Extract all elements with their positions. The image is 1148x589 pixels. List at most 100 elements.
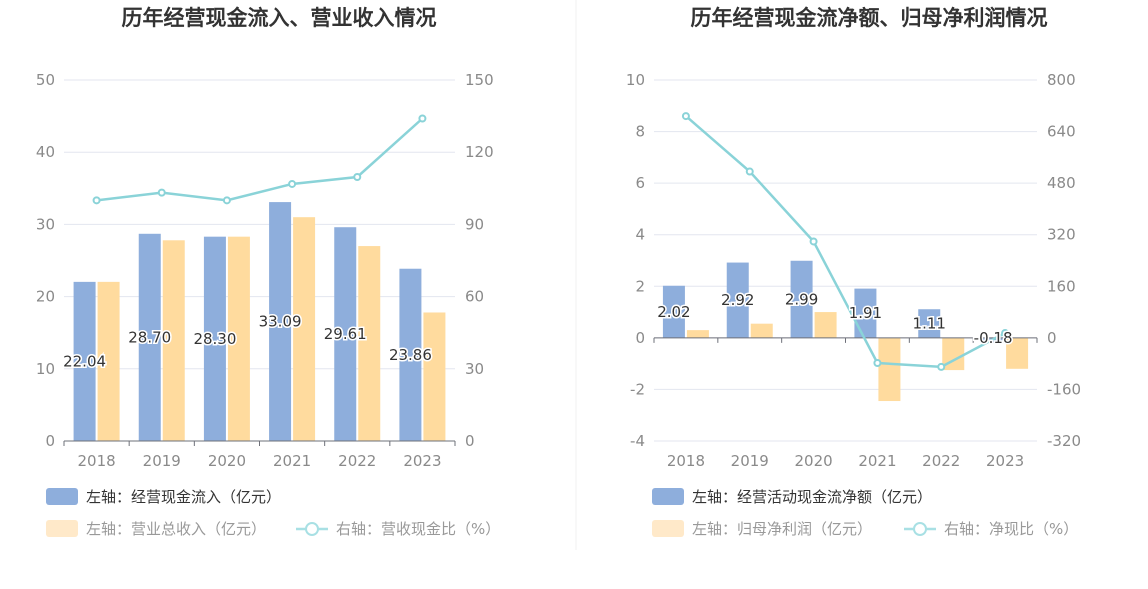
secondary-bar (1006, 337, 1029, 369)
left-axis-tick-label: 20 (36, 288, 55, 306)
right-axis-tick-label: 160 (1047, 277, 1076, 295)
legend-label-primary: 左轴：经营现金流入（亿元） (86, 488, 281, 506)
right-axis-tick-label: 0 (1047, 329, 1057, 347)
legend-swatch-primary (46, 488, 78, 505)
ratio-point (222, 196, 231, 205)
x-axis-category-label: 2019 (731, 452, 769, 470)
legend-swatch-secondary (652, 520, 684, 537)
chart-title: 历年经营现金流入、营业收入情况 (122, 6, 437, 30)
left-axis-tick-label: 10 (36, 360, 55, 378)
ratio-point (937, 362, 946, 371)
ratio-point (418, 114, 427, 123)
bar-data-label: 28.30 (193, 330, 236, 348)
bar-data-label: -0.18 (974, 329, 1013, 347)
primary-bar (203, 236, 226, 441)
x-axis-category-label: 2018 (77, 452, 115, 470)
right-axis-tick-label: 640 (1047, 123, 1076, 141)
left-axis-tick-label: 40 (36, 143, 55, 161)
right-axis-tick-label: -320 (1047, 432, 1081, 450)
bar-data-label: 33.09 (259, 313, 302, 331)
primary-bar (662, 285, 685, 338)
bar-data-label: 2.02 (657, 303, 690, 321)
right-axis-tick-label: 60 (465, 288, 484, 306)
secondary-bar (423, 312, 446, 441)
bar-data-label: 22.04 (63, 352, 106, 370)
right-axis-tick-label: 800 (1047, 71, 1076, 89)
secondary-bar (814, 312, 837, 338)
legend-swatch-primary (652, 488, 684, 505)
right-axis-tick-label: -160 (1047, 380, 1081, 398)
legend-label-primary: 左轴：经营活动现金流净额（亿元） (692, 488, 932, 506)
right-axis-tick-label: 320 (1047, 226, 1076, 244)
legend-label-line: 右轴：净现比（%） (944, 520, 1078, 538)
primary-bar (399, 268, 422, 441)
bar-data-label: 1.11 (913, 315, 946, 333)
chart-title: 历年经营现金流净额、归母净利润情况 (691, 6, 1048, 30)
left-axis-tick-label: 8 (635, 123, 645, 141)
x-axis-category-label: 2023 (403, 452, 441, 470)
primary-bar (138, 233, 161, 441)
x-axis-category-label: 2020 (794, 452, 832, 470)
secondary-bar (878, 337, 901, 402)
bar-data-label: 29.61 (324, 325, 367, 343)
left-axis-tick-label: 4 (635, 226, 645, 244)
net-cashflow-profit-chart: 历年经营现金流净额、归母净利润情况 -4 -2 0 2 4 6 8 10 -320 -160 0 160… (626, 6, 1081, 538)
legend-swatch-line-marker (305, 522, 319, 536)
ratio-point (1001, 329, 1010, 338)
ratio-point (681, 112, 690, 121)
left-axis-tick-label: 2 (635, 277, 645, 295)
right-axis-tick-label: 90 (465, 215, 484, 233)
secondary-bar (750, 323, 773, 338)
secondary-bar (97, 281, 120, 441)
cash-inflow-revenue-chart: 历年经营现金流入、营业收入情况 0 10 20 30 40 50 0 30 60 90 120 150 2… (36, 6, 500, 538)
right-axis-tick-label: 30 (465, 360, 484, 378)
primary-bar (334, 227, 357, 441)
x-axis-category-label: 2023 (986, 452, 1024, 470)
ratio-point (157, 188, 166, 197)
x-axis-category-label: 2019 (143, 452, 181, 470)
primary-bar (854, 288, 877, 338)
primary-bar (269, 202, 292, 441)
bar-data-label: 28.70 (128, 328, 171, 346)
left-axis-tick-label: 0 (635, 329, 645, 347)
primary-bar (790, 260, 813, 338)
secondary-bar (227, 236, 250, 441)
ratio-point (809, 237, 818, 246)
left-axis-tick-label: -2 (630, 380, 645, 398)
secondary-bar (293, 217, 316, 441)
legend-swatch-secondary (46, 520, 78, 537)
legend-label-secondary: 左轴：营业总收入（亿元） (86, 520, 266, 538)
bar-data-label: 23.86 (389, 346, 432, 364)
bar-data-label: 2.92 (721, 291, 754, 309)
ratio-point (92, 196, 101, 205)
x-axis-category-label: 2020 (208, 452, 246, 470)
x-axis-category-label: 2021 (858, 452, 896, 470)
right-axis-tick-label: 150 (465, 71, 494, 89)
left-axis-tick-label: 50 (36, 71, 55, 89)
right-axis-tick-label: 0 (465, 432, 475, 450)
legend-label-secondary: 左轴：归母净利润（亿元） (692, 520, 872, 538)
ratio-line (685, 115, 1006, 369)
left-axis-tick-label: 10 (626, 71, 645, 89)
right-axis-tick-label: 480 (1047, 174, 1076, 192)
legend-swatch-line-marker (913, 522, 927, 536)
ratio-point (353, 172, 362, 181)
x-axis-category-label: 2022 (338, 452, 376, 470)
left-axis-tick-label: 6 (635, 174, 645, 192)
secondary-bar (358, 246, 381, 441)
left-axis-tick-label: 30 (36, 215, 55, 233)
left-axis-tick-label: 0 (45, 432, 55, 450)
ratio-line (96, 117, 424, 202)
secondary-bar (686, 330, 709, 338)
ratio-point (873, 358, 882, 367)
ratio-point (745, 167, 754, 176)
left-axis-tick-label: -4 (630, 432, 645, 450)
legend-label-line: 右轴：营收现金比（%） (336, 520, 500, 538)
secondary-bar (162, 240, 185, 441)
x-axis-category-label: 2022 (922, 452, 960, 470)
bar-data-label: 2.99 (785, 290, 818, 308)
primary-bar (73, 281, 96, 441)
right-axis-tick-label: 120 (465, 143, 494, 161)
ratio-point (288, 179, 297, 188)
